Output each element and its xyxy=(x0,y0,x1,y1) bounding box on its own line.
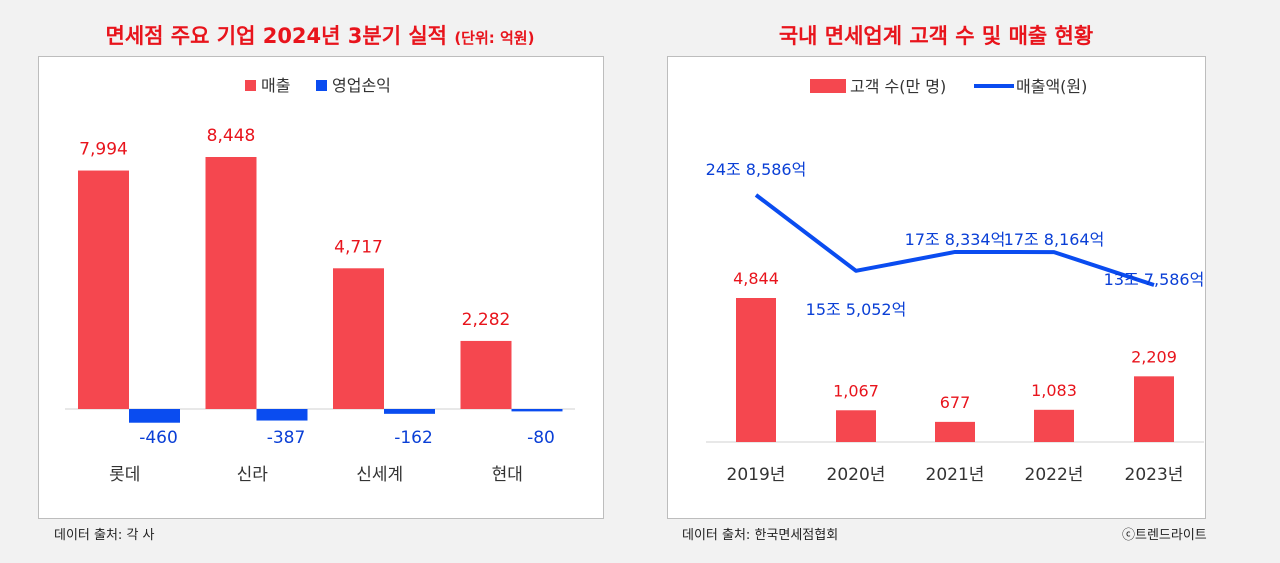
right-chart-svg: 고객 수(만 명) 매출액(원) 4,844 2019년 1,067 2020년 677 20… xyxy=(706,77,1205,485)
legend-label-sales: 매출액(원) xyxy=(1016,77,1087,96)
bar-profit-0 xyxy=(129,409,180,423)
left-chart-title: 면세점 주요 기업 2024년 3분기 실적 (단위: 억원) xyxy=(40,20,600,50)
bar-profit-1 xyxy=(256,409,308,421)
label-sales-1: 8,448 xyxy=(207,126,256,146)
left-chart-svg: 매출 영업손익 7,994 -460 롯데 8,448 -387 신라 4,717 -162 신세계… xyxy=(65,76,575,485)
label-profit-0: -460 xyxy=(139,428,178,448)
label-customers-3: 1,083 xyxy=(1031,381,1077,400)
legend-swatch-1 xyxy=(316,80,327,91)
bar-sales-2 xyxy=(333,268,384,409)
legend-swatch-customers xyxy=(810,79,846,93)
label-customers-2: 677 xyxy=(940,393,971,412)
legend-swatch-0 xyxy=(245,80,256,91)
category-label-4: 2023년 xyxy=(1125,465,1184,485)
bar-customers-4 xyxy=(1134,376,1174,442)
bar-profit-2 xyxy=(384,409,435,414)
legend-label-customers: 고객 수(만 명) xyxy=(850,77,946,96)
label-sales-3: 17조 8,164억 xyxy=(1004,230,1105,249)
label-profit-2: -162 xyxy=(394,428,433,448)
legend-label-0: 매출 xyxy=(261,76,290,95)
category-label-0: 2019년 xyxy=(727,465,786,485)
label-profit-3: -80 xyxy=(527,428,555,448)
left-chart-panel: 매출 영업손익 7,994 -460 롯데 8,448 -387 신라 4,717 -162 신세계… xyxy=(38,56,604,519)
line-sales xyxy=(754,193,1155,287)
label-sales-1: 15조 5,052억 xyxy=(806,300,907,319)
left-data-source: 데이터 출처: 각 사 xyxy=(54,528,155,543)
label-customers-1: 1,067 xyxy=(833,381,879,400)
label-sales-4: 13조 7,586억 xyxy=(1104,270,1205,289)
bar-sales-3 xyxy=(460,340,512,409)
right-title-text: 국내 면세업계 고객 수 및 매출 현황 xyxy=(778,24,1094,48)
label-sales-3: 2,282 xyxy=(462,310,511,330)
right-chart-panel: 고객 수(만 명) 매출액(원) 4,844 2019년 1,067 2020년 677 20… xyxy=(667,56,1206,519)
category-label-3: 현대 xyxy=(492,465,523,485)
legend-label-1: 영업손익 xyxy=(332,76,391,95)
label-sales-2: 4,717 xyxy=(334,237,383,257)
category-label-2: 신세계 xyxy=(356,465,403,485)
left-title-unit: (단위: 억원) xyxy=(454,29,535,47)
category-label-3: 2022년 xyxy=(1025,465,1084,485)
category-label-1: 2020년 xyxy=(827,465,886,485)
right-data-source: 데이터 출처: 한국면세점협회 xyxy=(682,528,839,543)
label-customers-4: 2,209 xyxy=(1131,347,1177,366)
bar-profit-3 xyxy=(511,409,563,412)
label-customers-0: 4,844 xyxy=(733,269,779,288)
bar-customers-1 xyxy=(836,410,876,442)
bar-customers-3 xyxy=(1034,409,1074,442)
label-sales-2: 17조 8,334억 xyxy=(905,230,1006,249)
label-sales-0: 7,994 xyxy=(79,140,128,160)
bar-customers-0 xyxy=(736,298,776,442)
category-label-2: 2021년 xyxy=(926,465,985,485)
label-profit-1: -387 xyxy=(267,428,306,448)
category-label-1: 신라 xyxy=(237,465,269,485)
bar-sales-1 xyxy=(205,157,257,409)
bar-sales-0 xyxy=(78,170,129,409)
right-chart-title: 국내 면세업계 고객 수 및 매출 현황 xyxy=(668,20,1204,50)
label-sales-0: 24조 8,586억 xyxy=(706,160,807,179)
left-title-text: 면세점 주요 기업 2024년 3분기 실적 xyxy=(105,24,447,48)
bar-customers-2 xyxy=(935,421,975,442)
category-label-0: 롯데 xyxy=(109,465,140,485)
credit-text: ⓒ트렌드라이트 xyxy=(1122,528,1207,543)
